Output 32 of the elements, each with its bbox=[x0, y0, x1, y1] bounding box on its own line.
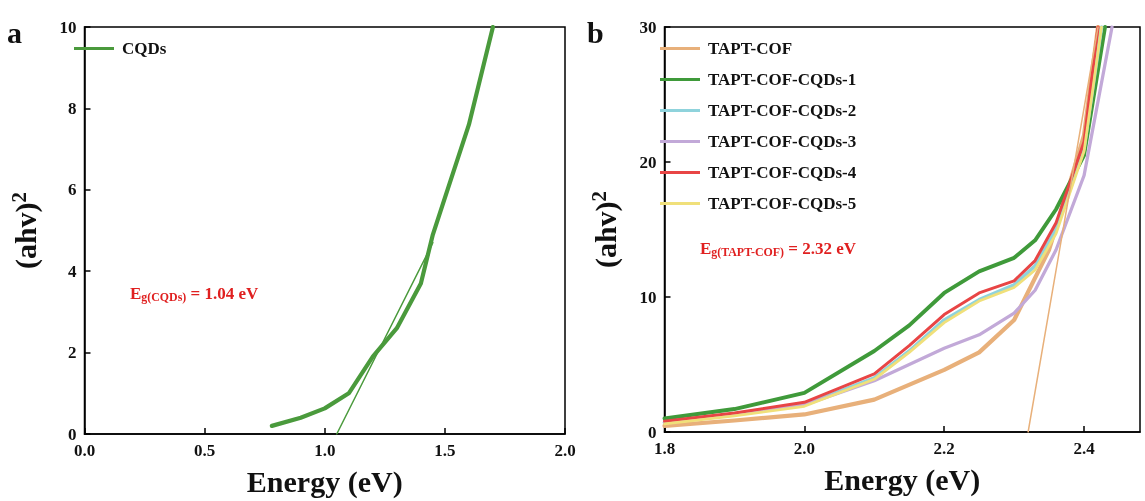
y-tick-label: 4 bbox=[68, 261, 77, 281]
x-tick-label: 1.5 bbox=[434, 441, 456, 460]
chart-title: a bbox=[7, 15, 22, 49]
x-axis-title: Energy (eV) bbox=[246, 464, 403, 499]
y-tick-label: 30 bbox=[639, 17, 657, 37]
legend-label: TAPT-COF-CQDs-5 bbox=[708, 194, 857, 213]
legend-label: TAPT-COF-CQDs-4 bbox=[708, 163, 857, 182]
y-tick-label: 2 bbox=[68, 343, 77, 363]
x-tick-label: 2.0 bbox=[554, 441, 576, 460]
y-tick-label: 6 bbox=[68, 180, 77, 200]
y-tick-label: 20 bbox=[639, 152, 657, 172]
y-tick-label: 10 bbox=[639, 287, 657, 307]
y-tick-label: 0 bbox=[68, 424, 77, 444]
x-tick-label: 1.8 bbox=[653, 439, 676, 458]
x-tick-label: 1.0 bbox=[314, 441, 336, 460]
legend-label: TAPT-COF-CQDs-3 bbox=[708, 132, 857, 151]
chart-title: b bbox=[587, 15, 604, 49]
x-axis-title: Energy (eV) bbox=[824, 462, 981, 497]
x-tick-label: 0.0 bbox=[73, 441, 96, 460]
x-tick-label: 0.5 bbox=[194, 441, 216, 460]
y-tick-label: 0 bbox=[648, 422, 657, 442]
legend-label: TAPT-COF bbox=[708, 39, 793, 58]
x-tick-label: 2.4 bbox=[1073, 439, 1096, 458]
y-axis-title: (ahv)2 bbox=[6, 191, 43, 270]
legend-label: TAPT-COF-CQDs-1 bbox=[708, 70, 857, 89]
x-tick-label: 2.0 bbox=[793, 439, 815, 458]
x-tick-label: 2.2 bbox=[933, 439, 955, 458]
y-tick-label: 8 bbox=[68, 98, 77, 118]
legend-label: CQDs bbox=[122, 39, 167, 58]
y-tick-label: 10 bbox=[59, 17, 77, 37]
legend-label: TAPT-COF-CQDs-2 bbox=[708, 101, 857, 120]
y-axis-title: (ahv)2 bbox=[586, 190, 623, 269]
